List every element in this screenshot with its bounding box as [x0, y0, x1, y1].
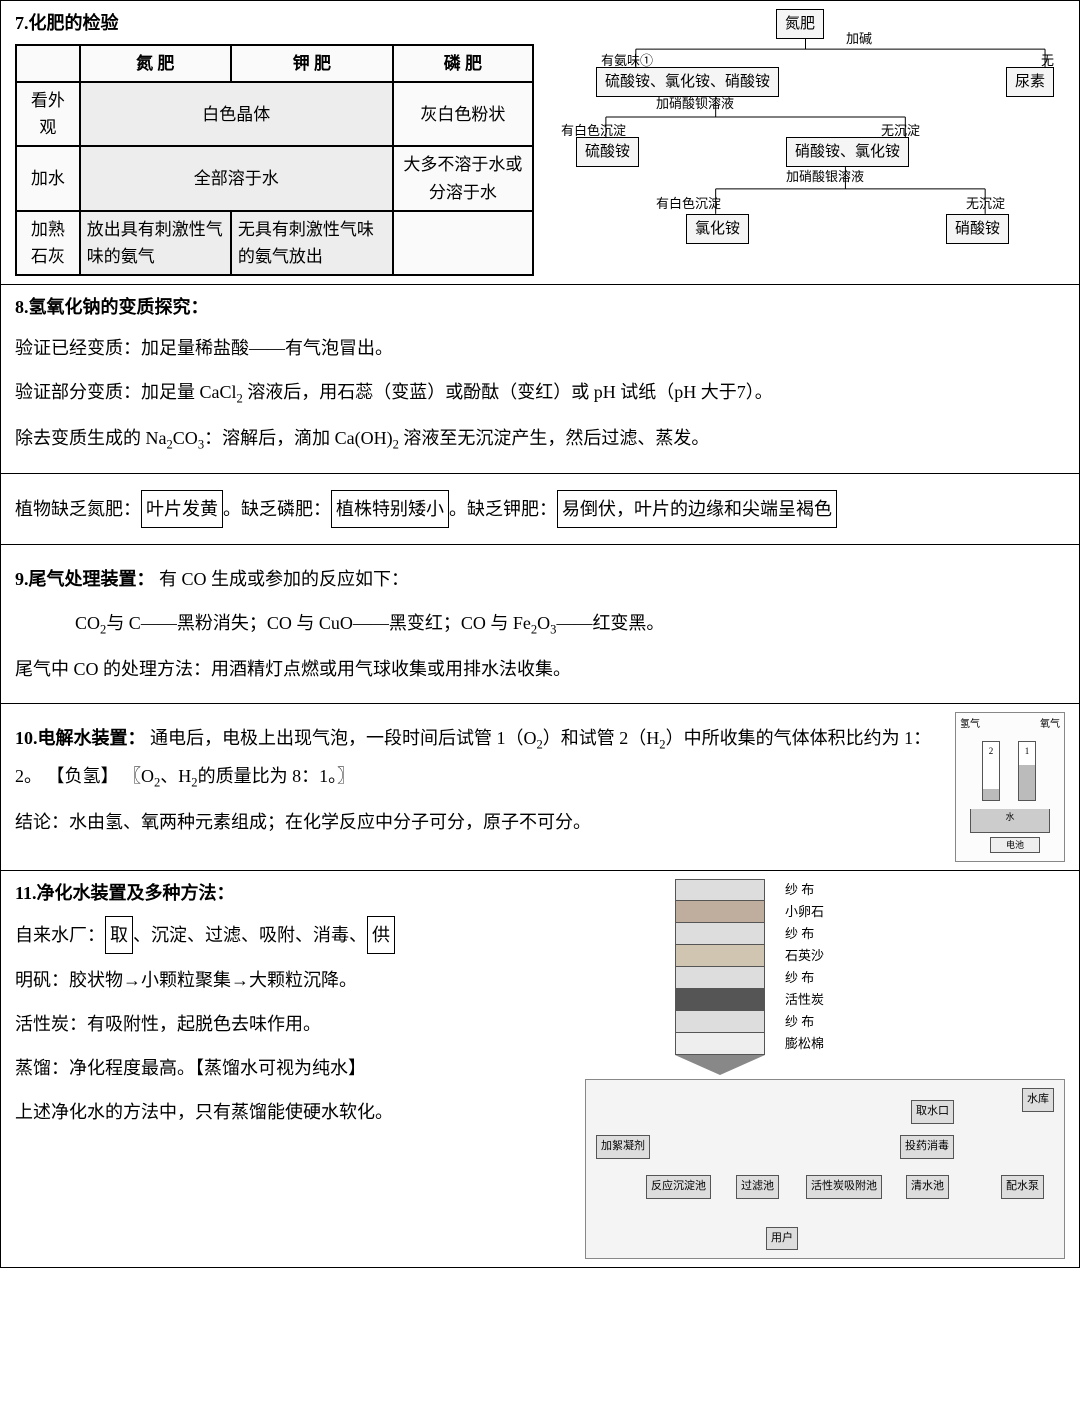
s11-p1: 自来水厂：取、沉淀、过滤、吸附、消毒、供 — [15, 916, 575, 954]
section-8-title: 8.氢氧化钠的变质探究： — [15, 293, 1065, 322]
s9-p2: 尾气中 CO 的处理方法：用酒精灯点燃或用气球收集或用排水法收集。 — [15, 651, 1065, 687]
section-10: 10.电解水装置： 通电后，电极上出现气泡，一段时间后试管 1（O2）和试管 2… — [1, 704, 1079, 871]
s8-p3: 除去变质生成的 Na2CO3：溶解后，滴加 Ca(OH)2 溶液至无沉淀产生，然… — [15, 420, 1065, 458]
s9-p1: CO2与 C——黑粉消失；CO 与 CuO——黑变红；CO 与 Fe2O3——红… — [15, 605, 1065, 643]
flow-c-none: 无沉淀 — [966, 194, 1005, 215]
flow-left-box: 硫酸铵、氯化铵、硝酸铵 — [596, 67, 779, 97]
row-lime-label: 加熟石灰 — [16, 211, 80, 275]
row-appearance-label: 看外观 — [16, 82, 80, 146]
flow-left2-box: 硫酸铵 — [576, 137, 639, 167]
s11-p4: 蒸馏：净化程度最高。【蒸馏水可视为纯水】 — [15, 1050, 575, 1086]
th-k: 钾 肥 — [231, 45, 393, 82]
section-7-title: 7.化肥的检验 — [15, 9, 534, 38]
box-qu: 取 — [105, 916, 133, 954]
flow-step2: 加硝酸钡溶液 — [656, 94, 734, 115]
water-plant-diagram: 水库 取水口 投药消毒 加絮凝剂 反应沉淀池 过滤池 活性炭吸附池 清水池 配水… — [585, 1079, 1065, 1259]
row-lime-n: 放出具有刺激性气味的氨气 — [80, 211, 231, 275]
page-container: 7.化肥的检验 氮 肥 钾 肥 磷 肥 看外观 白色晶体 灰白色粉状 加水 — [0, 0, 1080, 1268]
flow-right2-box: 硝酸铵、氯化铵 — [786, 137, 909, 167]
section-9: 9.尾气处理装置： 有 CO 生成或参加的反应如下： CO2与 C——黑粉消失；… — [1, 545, 1079, 704]
section-deficiency: 植物缺乏氮肥：叶片发黄。缺乏磷肥：植株特别矮小。缺乏钾肥：易倒伏，叶片的边缘和尖… — [1, 474, 1079, 545]
row-water-p: 大多不溶于水或分溶于水 — [393, 146, 533, 210]
flow-right3-box: 硝酸铵 — [946, 214, 1009, 244]
s11-p2: 明矾：胶状物→小颗粒聚集→大颗粒沉降。 — [15, 962, 575, 998]
deficiency-text: 植物缺乏氮肥：叶片发黄。缺乏磷肥：植株特别矮小。缺乏钾肥：易倒伏，叶片的边缘和尖… — [15, 490, 1065, 528]
section-11: 11.净化水装置及多种方法： 自来水厂：取、沉淀、过滤、吸附、消毒、供 明矾：胶… — [1, 871, 1079, 1267]
s8-p2: 验证部分变质：加足量 CaCl2 溶液后，用石蕊（变蓝）或酚酞（变红）或 pH … — [15, 374, 1065, 412]
flow-left3-box: 氯化铵 — [686, 214, 749, 244]
flow-root: 氮肥 — [776, 9, 824, 39]
s10-p2: 结论：水由氢、氧两种元素组成；在化学反应中分子可分，原子不可分。 — [15, 804, 945, 840]
s10-p1: 10.电解水装置： 通电后，电极上出现气泡，一段时间后试管 1（O2）和试管 2… — [15, 720, 945, 796]
row-water-nk: 全部溶于水 — [80, 146, 393, 210]
section-10-title: 10.电解水装置： — [15, 728, 146, 748]
box-k: 易倒伏，叶片的边缘和尖端呈褐色 — [557, 490, 837, 528]
row-appearance-p: 灰白色粉状 — [393, 82, 533, 146]
fertilizer-table: 氮 肥 钾 肥 磷 肥 看外观 白色晶体 灰白色粉状 加水 全部溶于水 大多不溶… — [15, 44, 534, 276]
row-lime-p — [393, 211, 533, 275]
th-blank — [16, 45, 80, 82]
box-p: 植株特别矮小 — [331, 490, 449, 528]
section-11-title: 11.净化水装置及多种方法： — [15, 879, 575, 908]
s11-p3: 活性炭：有吸附性，起脱色去味作用。 — [15, 1006, 575, 1042]
row-lime-k: 无具有刺激性气味的氨气放出 — [231, 211, 393, 275]
th-n: 氮 肥 — [80, 45, 231, 82]
section-8: 8.氢氧化钠的变质探究： 验证已经变质：加足量稀盐酸——有气泡冒出。 验证部分变… — [1, 285, 1079, 474]
flow-c-white: 有白色沉淀 — [656, 194, 721, 215]
filter-label-list: 纱 布 小卵石 纱 布 石英沙 纱 布 活性炭 纱 布 膨松棉 — [785, 879, 824, 1055]
electrolysis-diagram: 氢气 氧气 2 1 水 电池 — [955, 712, 1065, 862]
flow-step3: 加硝酸银溶液 — [786, 167, 864, 188]
section-9-title: 9.尾气处理装置： — [15, 569, 155, 589]
th-p: 磷 肥 — [393, 45, 533, 82]
row-water-label: 加水 — [16, 146, 80, 210]
purification-diagrams: 纱 布 小卵石 纱 布 石英沙 纱 布 活性炭 纱 布 膨松棉 水库 取水口 投… — [585, 879, 1065, 1259]
s8-p1: 验证已经变质：加足量稀盐酸——有气泡冒出。 — [15, 330, 1065, 366]
box-gong: 供 — [367, 916, 395, 954]
flow-right-box: 尿素 — [1006, 67, 1054, 97]
box-n: 叶片发黄 — [141, 490, 223, 528]
flow-step1: 加碱 — [846, 29, 872, 50]
s11-p5: 上述净化水的方法中，只有蒸馏能使硬水软化。 — [15, 1094, 575, 1130]
row-appearance-nk: 白色晶体 — [80, 82, 393, 146]
section-7: 7.化肥的检验 氮 肥 钾 肥 磷 肥 看外观 白色晶体 灰白色粉状 加水 — [1, 1, 1079, 285]
s9-title-line: 9.尾气处理装置： 有 CO 生成或参加的反应如下： — [15, 561, 1065, 597]
